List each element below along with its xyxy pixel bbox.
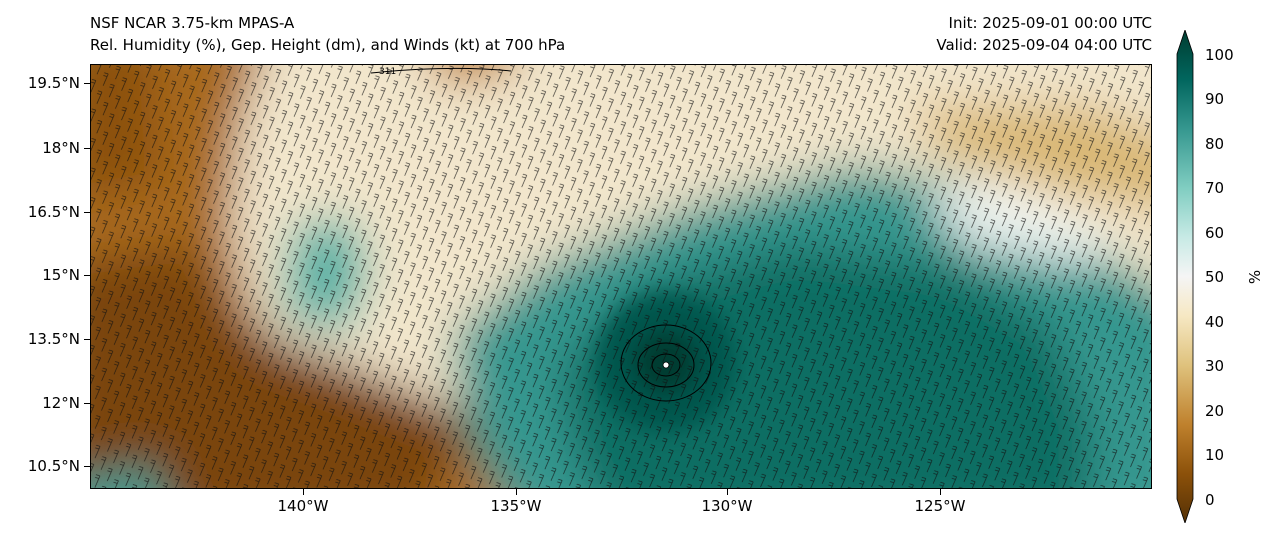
lat-label-13-5: 13.5°N (27, 330, 80, 348)
lon-tick (727, 489, 728, 495)
field-title: Rel. Humidity (%), Gep. Height (dm), and… (90, 36, 566, 54)
lat-label-18: 18°N (42, 139, 80, 157)
cb-label-100: 100 (1205, 46, 1234, 64)
lat-tick (84, 339, 90, 340)
map-panel: 311 (90, 64, 1152, 489)
contour-label: 311 (379, 67, 396, 77)
lat-tick (84, 466, 90, 467)
cb-label-10: 10 (1205, 446, 1225, 464)
valid-time: Valid: 2025-09-04 04:00 UTC (936, 36, 1152, 54)
cb-label-50: 50 (1205, 268, 1225, 286)
lon-label-130w: 130°W (701, 497, 753, 515)
lon-tick (940, 489, 941, 495)
cb-label-60: 60 (1205, 224, 1225, 242)
lon-label-140w: 140°W (277, 497, 329, 515)
lat-label-15: 15°N (42, 266, 80, 284)
lat-label-10-5: 10.5°N (27, 457, 80, 475)
colorbar (1176, 30, 1194, 523)
lon-tick (303, 489, 304, 495)
lat-tick (84, 403, 90, 404)
cb-label-0: 0 (1205, 491, 1215, 509)
lat-tick (84, 83, 90, 84)
lat-label-16-5: 16.5°N (27, 203, 80, 221)
lat-tick (84, 148, 90, 149)
lat-label-19-5: 19.5°N (27, 74, 80, 92)
cb-label-20: 20 (1205, 402, 1225, 420)
lon-label-135w: 135°W (490, 497, 542, 515)
cb-label-90: 90 (1205, 90, 1225, 108)
relative-humidity-field: 311 (91, 65, 1151, 488)
lat-tick (84, 275, 90, 276)
lon-tick (516, 489, 517, 495)
height-contours (370, 67, 712, 402)
model-title: NSF NCAR 3.75-km MPAS-A (90, 14, 295, 32)
cb-label-80: 80 (1205, 135, 1225, 153)
init-time: Init: 2025-09-01 00:00 UTC (948, 14, 1152, 32)
lat-label-12: 12°N (42, 394, 80, 412)
chart-title-left: NSF NCAR 3.75-km MPAS-A Rel. Humidity (%… (90, 12, 565, 56)
cyclone-eye (662, 361, 670, 369)
wind-barbs (91, 65, 1151, 488)
chart-title-right: Init: 2025-09-01 00:00 UTC Valid: 2025-0… (936, 12, 1152, 56)
lon-label-125w: 125°W (914, 497, 966, 515)
cb-label-40: 40 (1205, 313, 1225, 331)
cb-label-30: 30 (1205, 357, 1225, 375)
cb-label-70: 70 (1205, 179, 1225, 197)
lat-tick (84, 212, 90, 213)
colorbar-unit: % (1246, 269, 1264, 285)
